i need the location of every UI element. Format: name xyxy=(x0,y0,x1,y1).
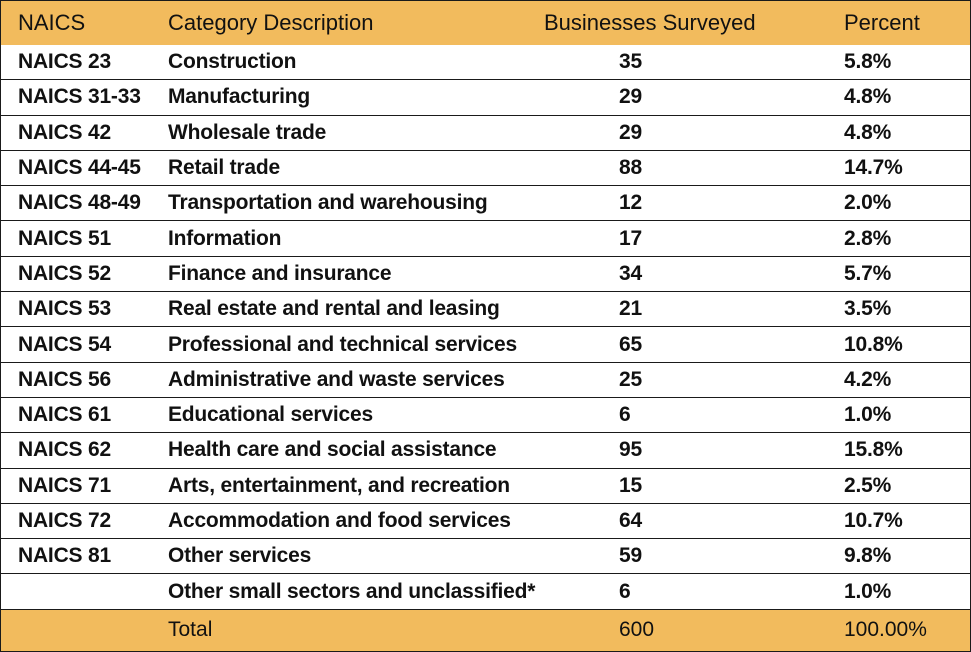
percent: 15.8% xyxy=(844,438,903,462)
category-description: Finance and insurance xyxy=(168,261,392,285)
table-row: NAICS 81 Other services 59 9.8% xyxy=(1,539,970,575)
total-businesses: 600 xyxy=(619,618,655,642)
naics-code: NAICS 62 xyxy=(18,438,111,462)
businesses-surveyed: 64 xyxy=(619,509,642,532)
naics-code: NAICS 56 xyxy=(18,367,111,391)
category-description: Educational services xyxy=(168,403,373,427)
businesses-surveyed: 6 xyxy=(619,579,631,603)
table-row: NAICS 52 Finance and insurance 34 5.7% xyxy=(1,257,970,293)
businesses-surveyed: 12 xyxy=(619,191,642,215)
percent: 3.5% xyxy=(844,297,892,321)
naics-code: NAICS 53 xyxy=(18,297,111,321)
table-row: NAICS 51 Information 17 2.8% xyxy=(1,221,970,257)
businesses-surveyed: 25 xyxy=(619,367,642,391)
naics-code: NAICS 44-45 xyxy=(18,156,141,180)
naics-code: NAICS 72 xyxy=(18,509,111,532)
table-row: NAICS 53 Real estate and rental and leas… xyxy=(1,292,970,328)
table-row: NAICS 48-49 Transportation and warehousi… xyxy=(1,186,970,222)
percent: 9.8% xyxy=(844,544,892,568)
percent: 2.8% xyxy=(844,226,892,250)
businesses-surveyed: 15 xyxy=(619,473,642,497)
businesses-surveyed: 34 xyxy=(619,261,642,285)
table-row: NAICS 72 Accommodation and food services… xyxy=(1,504,970,540)
businesses-surveyed: 59 xyxy=(619,544,642,568)
percent: 10.7% xyxy=(844,509,903,532)
businesses-surveyed: 88 xyxy=(619,156,642,180)
percent: 4.2% xyxy=(844,367,892,391)
businesses-surveyed: 35 xyxy=(619,50,642,74)
header-businesses: Businesses Surveyed xyxy=(544,9,756,35)
businesses-surveyed: 21 xyxy=(619,297,642,321)
naics-code: NAICS 48-49 xyxy=(18,191,141,215)
category-description: Real estate and rental and leasing xyxy=(168,297,500,321)
category-description: Wholesale trade xyxy=(168,120,327,144)
category-description: Information xyxy=(168,226,282,250)
category-description: Accommodation and food services xyxy=(168,509,511,532)
percent: 2.0% xyxy=(844,191,892,215)
percent: 10.8% xyxy=(844,332,903,356)
percent: 4.8% xyxy=(844,120,892,144)
total-percent: 100.00% xyxy=(844,618,927,642)
percent: 4.8% xyxy=(844,85,892,109)
category-description: Health care and social assistance xyxy=(168,438,497,462)
table-row: NAICS 23 Construction 35 5.8% xyxy=(1,45,970,81)
percent: 5.7% xyxy=(844,261,892,285)
category-description: Manufacturing xyxy=(168,85,311,109)
businesses-surveyed: 17 xyxy=(619,226,642,250)
naics-code: NAICS 81 xyxy=(18,544,111,568)
businesses-surveyed: 95 xyxy=(619,438,642,462)
table-row: NAICS 42 Wholesale trade 29 4.8% xyxy=(1,116,970,151)
total-label: Total xyxy=(168,618,213,642)
table-row: NAICS 62 Health care and social assistan… xyxy=(1,433,970,469)
percent: 5.8% xyxy=(844,50,892,74)
category-description: Other small sectors and unclassified* xyxy=(168,579,536,603)
category-description: Construction xyxy=(168,50,297,74)
businesses-surveyed: 6 xyxy=(619,403,631,427)
naics-code: NAICS 42 xyxy=(18,120,111,144)
header-percent: Percent xyxy=(844,9,920,35)
naics-code: NAICS 31-33 xyxy=(18,85,141,109)
naics-code: NAICS 51 xyxy=(18,226,111,250)
table-row: NAICS 54 Professional and technical serv… xyxy=(1,327,970,363)
table-row: NAICS 56 Administrative and waste servic… xyxy=(1,363,970,398)
percent: 1.0% xyxy=(844,579,892,603)
category-description: Transportation and warehousing xyxy=(168,191,488,215)
percent: 14.7% xyxy=(844,156,903,180)
category-description: Retail trade xyxy=(168,156,280,180)
category-description: Administrative and waste services xyxy=(168,367,505,391)
naics-code: NAICS 71 xyxy=(18,473,111,497)
naics-code: NAICS 61 xyxy=(18,403,111,427)
table-header-row: NAICS Category Description Businesses Su… xyxy=(1,1,970,45)
category-description: Other services xyxy=(168,544,312,568)
table-row: NAICS 31-33 Manufacturing 29 4.8% xyxy=(1,80,970,116)
category-description: Arts, entertainment, and recreation xyxy=(168,473,510,497)
table-row: NAICS 44-45 Retail trade 88 14.7% xyxy=(1,151,970,187)
table-row: NAICS 71 Arts, entertainment, and recrea… xyxy=(1,469,970,504)
table-total-row: Total 600 100.00% xyxy=(1,609,970,651)
table-row: Other small sectors and unclassified* 6 … xyxy=(1,574,970,610)
businesses-surveyed: 65 xyxy=(619,332,642,356)
naics-code: NAICS 52 xyxy=(18,261,111,285)
header-naics: NAICS xyxy=(18,9,86,35)
businesses-surveyed: 29 xyxy=(619,85,642,109)
percent: 2.5% xyxy=(844,473,892,497)
businesses-surveyed: 29 xyxy=(619,120,642,144)
percent: 1.0% xyxy=(844,403,892,427)
table-row: NAICS 61 Educational services 6 1.0% xyxy=(1,398,970,434)
header-category: Category Description xyxy=(168,9,374,35)
naics-code: NAICS 54 xyxy=(18,332,111,356)
category-description: Professional and technical services xyxy=(168,332,517,356)
naics-code: NAICS 23 xyxy=(18,50,111,74)
